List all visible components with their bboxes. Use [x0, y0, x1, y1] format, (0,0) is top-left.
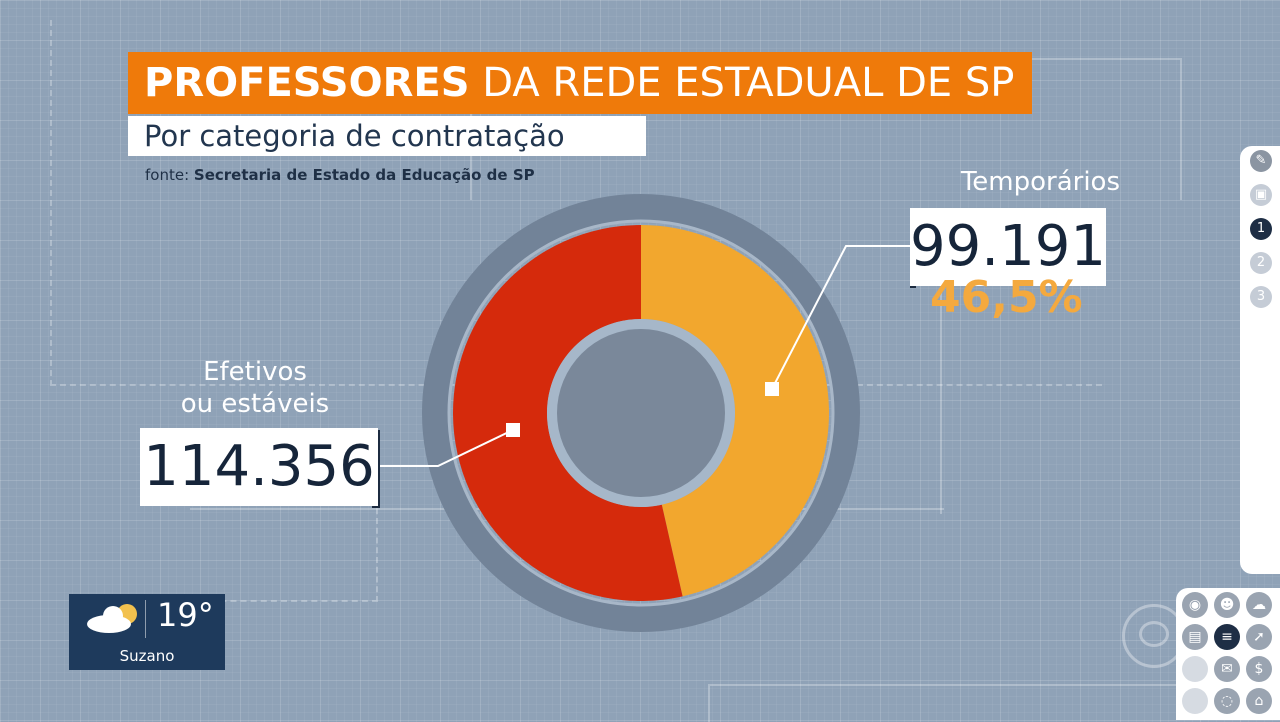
side-nav: ✎ ▣ 1 2 3: [1240, 146, 1280, 574]
bus-icon[interactable]: ▤: [1182, 624, 1208, 650]
background-frame: [940, 290, 942, 514]
source-value: Secretaria de Estado da Educação de SP: [193, 166, 535, 184]
weather-temperature: 19°: [157, 596, 214, 634]
pencil-icon[interactable]: ✎: [1250, 150, 1272, 172]
person-icon[interactable]: ☻: [1214, 592, 1240, 618]
background-frame: [708, 684, 1180, 722]
runner-icon[interactable]: ➚: [1246, 624, 1272, 650]
chart-outer-ring: [422, 194, 860, 632]
icon-grid: ◉ ☻ ☁ ▤ ≡ ➚ ✉ $ ◌ ⌂: [1176, 588, 1280, 720]
chart-title: PROFESSORES DA REDE ESTADUAL DE SP: [128, 52, 1032, 114]
nav-step-2[interactable]: 2: [1250, 252, 1272, 274]
nav-step-1[interactable]: 1: [1250, 218, 1272, 240]
cloud-icon[interactable]: ☁: [1246, 592, 1272, 618]
label-efetivos-line2: ou estáveis: [180, 389, 330, 419]
partly-cloudy-icon: [87, 604, 137, 633]
value-efetivos: 114.356: [140, 428, 378, 506]
broadcaster-logo-inner: [1139, 621, 1169, 647]
marker-efetivos: [506, 423, 520, 437]
chat-icon[interactable]: ◌: [1214, 688, 1240, 714]
chart-ring-gap: [447, 219, 835, 607]
weather-divider: [145, 600, 146, 638]
nav-step-3[interactable]: 3: [1250, 286, 1272, 308]
label-efetivos: Efetivos ou estáveis: [140, 356, 370, 420]
label-efetivos-line1: Efetivos: [203, 357, 307, 387]
menu-icon[interactable]: ≡: [1214, 624, 1240, 650]
home-icon[interactable]: ⌂: [1246, 688, 1272, 714]
chart-subtitle: Por categoria de contratação: [128, 116, 646, 156]
weather-city: Suzano: [119, 647, 175, 665]
value-temporarios: 99.191: [910, 208, 1106, 286]
chart-title-rest: DA REDE ESTADUAL DE SP: [469, 60, 1015, 106]
background-frame: [190, 440, 378, 602]
screen-icon[interactable]: ▣: [1250, 184, 1272, 206]
blank-icon[interactable]: [1182, 688, 1208, 714]
blank-icon[interactable]: [1182, 656, 1208, 682]
money-icon[interactable]: $: [1246, 656, 1272, 682]
camera-icon[interactable]: ◉: [1182, 592, 1208, 618]
source-line: fonte: Secretaria de Estado da Educação …: [145, 166, 535, 184]
leader-line-efetivos: [378, 429, 514, 467]
slice-temporarios: [641, 225, 830, 597]
chart-title-bold: PROFESSORES: [144, 60, 470, 106]
chart-center: [557, 329, 725, 497]
leader-line-temporarios: [771, 245, 910, 390]
percent-temporarios: 46,5%: [930, 272, 1083, 323]
weather-widget: 19° Suzano: [69, 594, 225, 670]
message-icon[interactable]: ✉: [1214, 656, 1240, 682]
marker-temporarios: [765, 382, 779, 396]
label-temporarios: Temporários: [960, 167, 1120, 197]
slice-efetivos: [453, 225, 683, 601]
source-label: fonte:: [145, 166, 194, 184]
